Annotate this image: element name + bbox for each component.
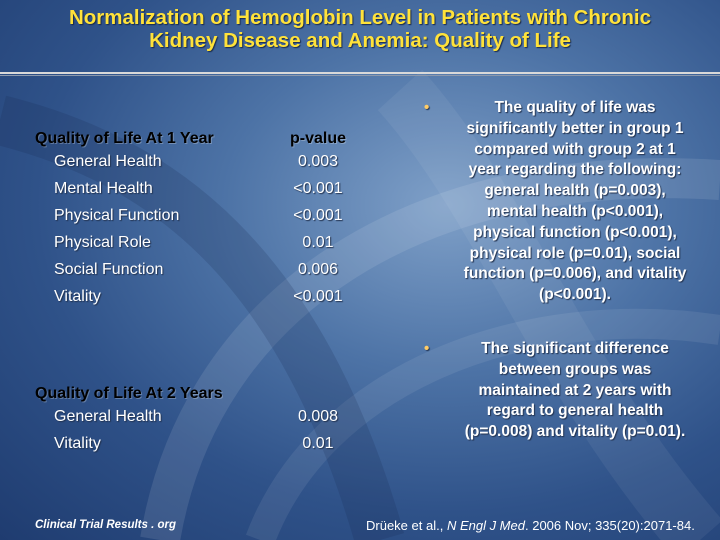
table1-row-label: Vitality [54, 288, 101, 305]
bullet-dot-icon: • [424, 340, 430, 357]
table1-row-value: 0.01 [302, 234, 334, 251]
footer-citation: Drüeke et al., N Engl J Med. 2006 Nov; 3… [366, 518, 695, 533]
table1-header-pvalue: p-value [289, 130, 346, 147]
title-line-1: Normalization of Hemoglobin Level in Pat… [68, 6, 652, 29]
bullet-item: • The quality of life was significantly … [424, 98, 708, 306]
bullet-2-block: • The significant difference between gro… [424, 339, 708, 443]
title-divider-shadow [0, 75, 720, 76]
title-divider [0, 72, 720, 74]
title-line-2: Kidney Disease and Anemia: Quality of Li… [149, 29, 571, 52]
table1-header-label: Quality of Life At 1 Year [35, 130, 214, 147]
slide-title: Normalization of Hemoglobin Level in Pat… [0, 6, 720, 52]
table2-row-value: 0.01 [302, 435, 334, 452]
footer-source-logo: Clinical Trial Results . org [35, 519, 177, 531]
citation-details: . 2006 Nov; 335(20):2071-84. [524, 518, 695, 533]
table2-row-label: Vitality [54, 435, 101, 452]
bullet-1-block: • The quality of life was significantly … [424, 98, 708, 306]
table1-row-label: General Health [54, 153, 162, 170]
table1-row-value: <0.001 [293, 288, 343, 305]
bullet-2-text: The significant difference between group… [464, 340, 686, 441]
citation-authors: Drüeke et al., [366, 518, 447, 533]
table1-row-label: Mental Health [54, 180, 153, 197]
table1-row-label: Physical Function [54, 207, 180, 224]
table2-row-value: 0.008 [297, 408, 339, 425]
table1-row-label: Social Function [54, 261, 164, 278]
table1-row-label: Physical Role [54, 234, 151, 251]
table2-header-label: Quality of Life At 2 Years [35, 385, 223, 402]
table1-row-value: <0.001 [293, 180, 343, 197]
table1-row-value: 0.003 [297, 153, 339, 170]
bullet-dot-icon: • [424, 99, 430, 116]
bullet-1-text: The quality of life was significantly be… [463, 99, 687, 304]
table1-row-value: <0.001 [293, 207, 343, 224]
bullet-item: • The significant difference between gro… [424, 339, 708, 443]
table2-row-label: General Health [54, 408, 162, 425]
table1-row-value: 0.006 [297, 261, 339, 278]
citation-journal: N Engl J Med [446, 518, 525, 533]
